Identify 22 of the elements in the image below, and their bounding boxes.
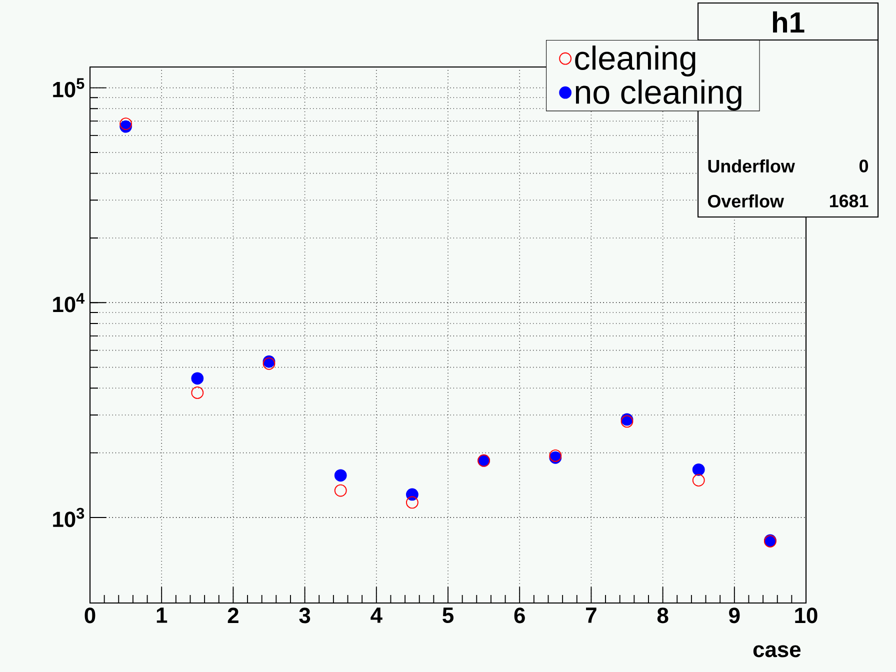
x-tick-label: 6 [514, 608, 525, 624]
x-tick-label: 2 [228, 608, 238, 623]
x-tick-label: 5 [442, 608, 454, 623]
legend-label: no cleaning [576, 80, 742, 111]
text: h1 [773, 11, 804, 33]
text: 1681 [830, 194, 868, 208]
x-tick-label: 0 [84, 608, 96, 624]
x-tick-label: 10 [795, 608, 818, 624]
x-tick-label: 4 [370, 608, 382, 623]
y-tick-label: 10$^{5}$ [53, 78, 84, 98]
x-tick-label: 1 [156, 608, 168, 623]
legend-label: cleaning [575, 46, 696, 77]
annotation: Overflow [708, 194, 784, 208]
x-tick-label: 3 [299, 608, 310, 624]
y-tick-label: 10$^{4}$ [53, 293, 85, 312]
y-tick-label: 10$^{3}$ [53, 508, 84, 528]
x-tick-label: 8 [657, 608, 668, 624]
x-tick-label: 7 [586, 608, 596, 623]
x-axis-title: case [753, 645, 801, 658]
x-tick-label: 9 [729, 608, 740, 624]
text: 0 [859, 160, 868, 172]
annotation: Underflow [708, 159, 795, 173]
